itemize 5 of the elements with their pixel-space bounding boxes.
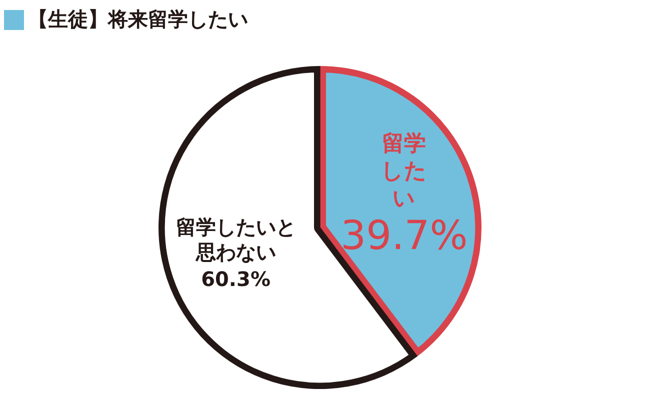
data-label: 60.3%	[201, 266, 270, 291]
slice-label: 留学したいと思わない	[176, 214, 296, 264]
slice-label: 留学したい	[381, 132, 428, 212]
data-label: 39.7%	[340, 212, 468, 259]
chart-title: 【生徒】将来留学したい	[28, 6, 248, 33]
